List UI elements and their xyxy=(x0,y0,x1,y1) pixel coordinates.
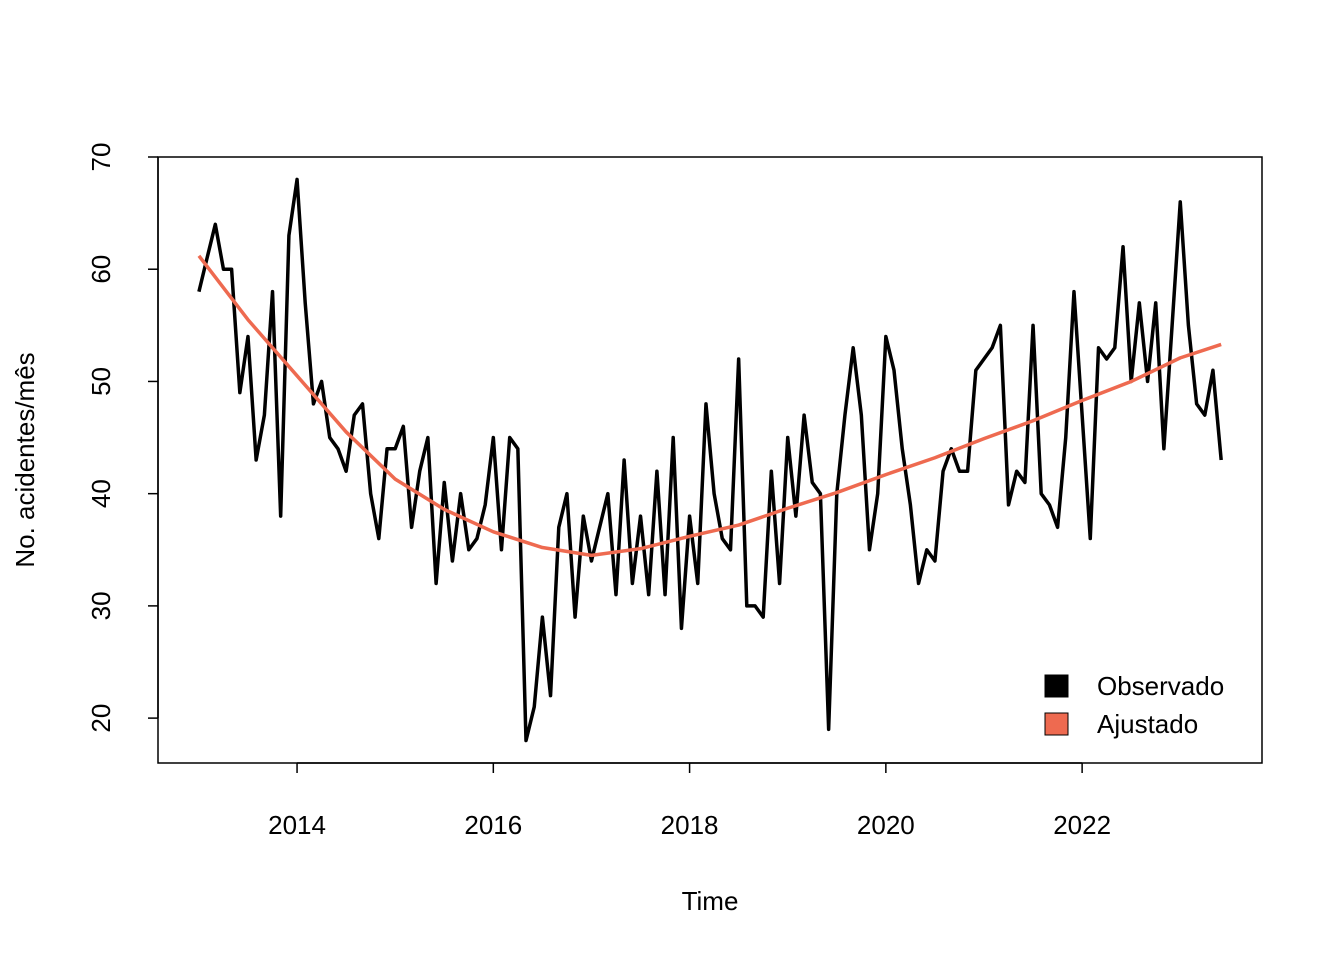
legend-swatch xyxy=(1044,712,1069,736)
y-tick-label: 60 xyxy=(86,255,116,284)
series-line xyxy=(197,177,1223,743)
x-tick-label: 2018 xyxy=(661,810,719,840)
y-axis-title: No. acidentes/mês xyxy=(10,352,40,567)
x-tick-label: 2022 xyxy=(1053,810,1111,840)
legend-label: Ajustado xyxy=(1097,709,1198,739)
x-tick-label: 2016 xyxy=(464,810,522,840)
legend-swatch xyxy=(1044,674,1069,698)
x-tick-label: 2014 xyxy=(268,810,326,840)
y-tick-label: 30 xyxy=(86,591,116,620)
x-axis-title: Time xyxy=(682,886,739,916)
y-tick-label: 70 xyxy=(86,143,116,172)
series-line xyxy=(197,254,1222,558)
y-tick-label: 40 xyxy=(86,479,116,508)
x-tick-label: 2020 xyxy=(857,810,915,840)
y-tick-label: 20 xyxy=(86,704,116,733)
legend-label: Observado xyxy=(1097,671,1224,701)
y-tick-label: 50 xyxy=(86,367,116,396)
